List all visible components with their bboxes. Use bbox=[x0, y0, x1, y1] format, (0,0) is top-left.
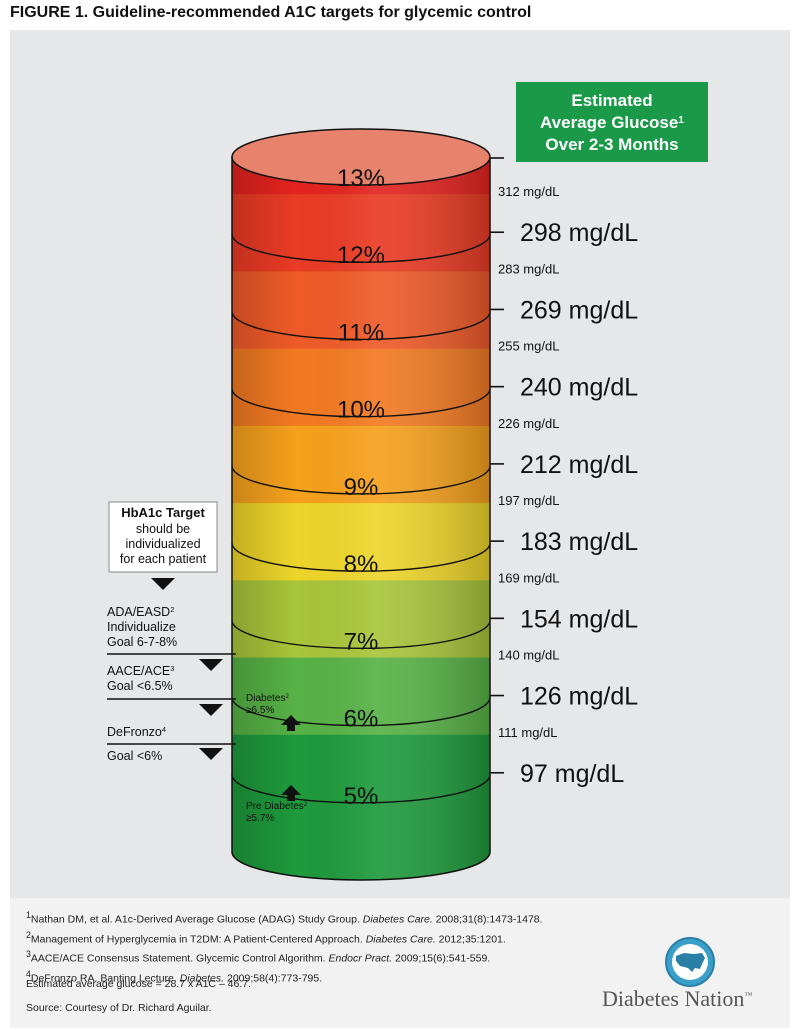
guideline-label: Individualize bbox=[107, 620, 176, 634]
ref-num: 4 bbox=[26, 968, 31, 979]
ref-num: 1 bbox=[26, 910, 31, 920]
glucose-minor-label: 255 mg/dL bbox=[498, 339, 559, 354]
glucose-major-label: 240 mg/dL bbox=[520, 374, 638, 402]
ref-tail: 2009;15(6):541-559. bbox=[392, 952, 491, 965]
guideline-label: DeFronzo4 bbox=[107, 725, 166, 740]
band-separator bbox=[231, 697, 491, 727]
cylinder-shading bbox=[232, 157, 490, 880]
guideline-label: Goal <6% bbox=[107, 749, 162, 763]
target-box-line: individualized bbox=[125, 537, 200, 551]
a1c-label: 8% bbox=[344, 551, 379, 578]
ref-tail: 2009;58(4):773-795. bbox=[224, 972, 323, 984]
threshold-label: Diabetes2 bbox=[246, 693, 289, 704]
glucose-minor-label: 169 mg/dL bbox=[498, 570, 559, 585]
a1c-label: 13% bbox=[337, 165, 385, 192]
arrow-down-icon bbox=[199, 704, 223, 716]
brand-text: Diabetes Nation bbox=[602, 986, 745, 1011]
arrow-down-icon bbox=[199, 659, 223, 671]
ref-text: Management of Hyperglycemia in T2DM: A P… bbox=[30, 933, 366, 945]
arrow-down-icon bbox=[199, 748, 223, 760]
a1c-label: 6% bbox=[344, 706, 379, 733]
band-separator bbox=[231, 543, 491, 572]
ref-text: DeFronzo RA. Banting Lecture. bbox=[30, 972, 180, 984]
glucose-major-label: 97 mg/dL bbox=[520, 760, 624, 788]
a1c-label: 10% bbox=[337, 397, 385, 424]
threshold-label: ≥5.7% bbox=[246, 813, 274, 824]
band-separator bbox=[231, 234, 491, 263]
guideline-label: ADA/EASD2 bbox=[107, 605, 174, 620]
glucose-major-label: 126 mg/dL bbox=[520, 683, 638, 711]
threshold-label: Pre Diabetes2 bbox=[246, 801, 308, 812]
a1c-label: 9% bbox=[344, 474, 379, 501]
target-box-line: for each patient bbox=[120, 552, 207, 566]
band-separator bbox=[231, 465, 491, 495]
ref-tail: 2012;35:1201. bbox=[435, 933, 506, 945]
a1c-label: 12% bbox=[337, 242, 385, 269]
source-credit: Source: Courtesy of Dr. Richard Aguilar. bbox=[26, 1002, 212, 1014]
cylinder-outline bbox=[231, 157, 491, 881]
band-separator bbox=[231, 620, 491, 650]
glucose-minor-label: 140 mg/dL bbox=[498, 648, 559, 663]
band-separator bbox=[231, 388, 491, 418]
glucose-major-label: 212 mg/dL bbox=[520, 451, 638, 479]
ref-text: AACE/ACE Consensus Statement. Glycemic C… bbox=[30, 952, 329, 965]
glucose-major-label: 269 mg/dL bbox=[520, 296, 638, 324]
band-separator bbox=[231, 774, 491, 804]
guideline-label: Goal 6-7-8% bbox=[107, 635, 177, 649]
eag-line: Average Glucose1 bbox=[540, 113, 684, 132]
glucose-major-label: 298 mg/dL bbox=[520, 219, 638, 247]
target-box bbox=[108, 501, 218, 573]
eag-box: Estimated Average Glucose1 Over 2-3 Months bbox=[516, 82, 708, 162]
threshold-label: ≥6.5% bbox=[246, 705, 274, 716]
trademark: ™ bbox=[744, 990, 753, 1000]
arrow-up-icon bbox=[281, 785, 301, 801]
glucose-minor-label: 312 mg/dL bbox=[498, 184, 559, 199]
arrow-up-icon bbox=[281, 715, 301, 731]
band-separator bbox=[231, 311, 491, 341]
target-box-title: HbA1c Target bbox=[121, 505, 205, 520]
footer-panel bbox=[10, 898, 790, 1028]
ref-journal: Diabetes Care. bbox=[362, 913, 433, 926]
arrow-down-icon bbox=[151, 578, 175, 590]
eag-line: Estimated bbox=[571, 91, 652, 110]
eag-box-bg bbox=[516, 82, 708, 162]
reference-4: 4DeFronzo RA. Banting Lecture. Diabetes.… bbox=[26, 967, 543, 987]
reference-1: 1Nathan DM, et al. A1c-Derived Average G… bbox=[26, 908, 543, 928]
reference-3: 3AACE/ACE Consensus Statement. Glycemic … bbox=[26, 947, 543, 967]
ref-journal: Diabetes Care. bbox=[365, 933, 436, 945]
target-box-line: should be bbox=[136, 522, 190, 536]
ref-journal: Diabetes. bbox=[179, 972, 225, 984]
glucose-minor-label: 197 mg/dL bbox=[498, 493, 559, 508]
reference-2: 2Management of Hyperglycemia in T2DM: A … bbox=[26, 928, 543, 948]
eag-formula: Estimated average glucose = 28.7 x A1C –… bbox=[26, 978, 252, 990]
figure-title: FIGURE 1. Guideline-recommended A1C targ… bbox=[10, 4, 532, 21]
ref-tail: 2008;31(8):1473-1478. bbox=[432, 913, 543, 926]
references: 1Nathan DM, et al. A1c-Derived Average G… bbox=[26, 908, 543, 986]
brand-name: Diabetes Nation™ bbox=[602, 986, 752, 1012]
ref-text: Nathan DM, et al. A1c-Derived Average Gl… bbox=[30, 913, 363, 926]
glucose-minor-label: 111 mg/dL bbox=[498, 725, 558, 740]
ref-num: 2 bbox=[26, 929, 31, 940]
glucose-minor-label: 226 mg/dL bbox=[498, 416, 559, 431]
glucose-minor-label: 283 mg/dL bbox=[498, 261, 559, 276]
a1c-label: 7% bbox=[344, 628, 379, 655]
a1c-label: 5% bbox=[344, 783, 379, 810]
guideline-label: Goal <6.5% bbox=[107, 679, 173, 693]
glucose-major-label: 154 mg/dL bbox=[520, 605, 638, 633]
glucose-major-label: 183 mg/dL bbox=[520, 528, 638, 556]
eag-line: Over 2-3 Months bbox=[545, 135, 678, 154]
guideline-label: AACE/ACE3 bbox=[107, 664, 174, 679]
a1c-label: 11% bbox=[338, 319, 384, 346]
ref-journal: Endocr Pract. bbox=[328, 952, 393, 965]
ref-num: 3 bbox=[26, 949, 31, 959]
usa-map-circle-icon bbox=[665, 937, 715, 987]
